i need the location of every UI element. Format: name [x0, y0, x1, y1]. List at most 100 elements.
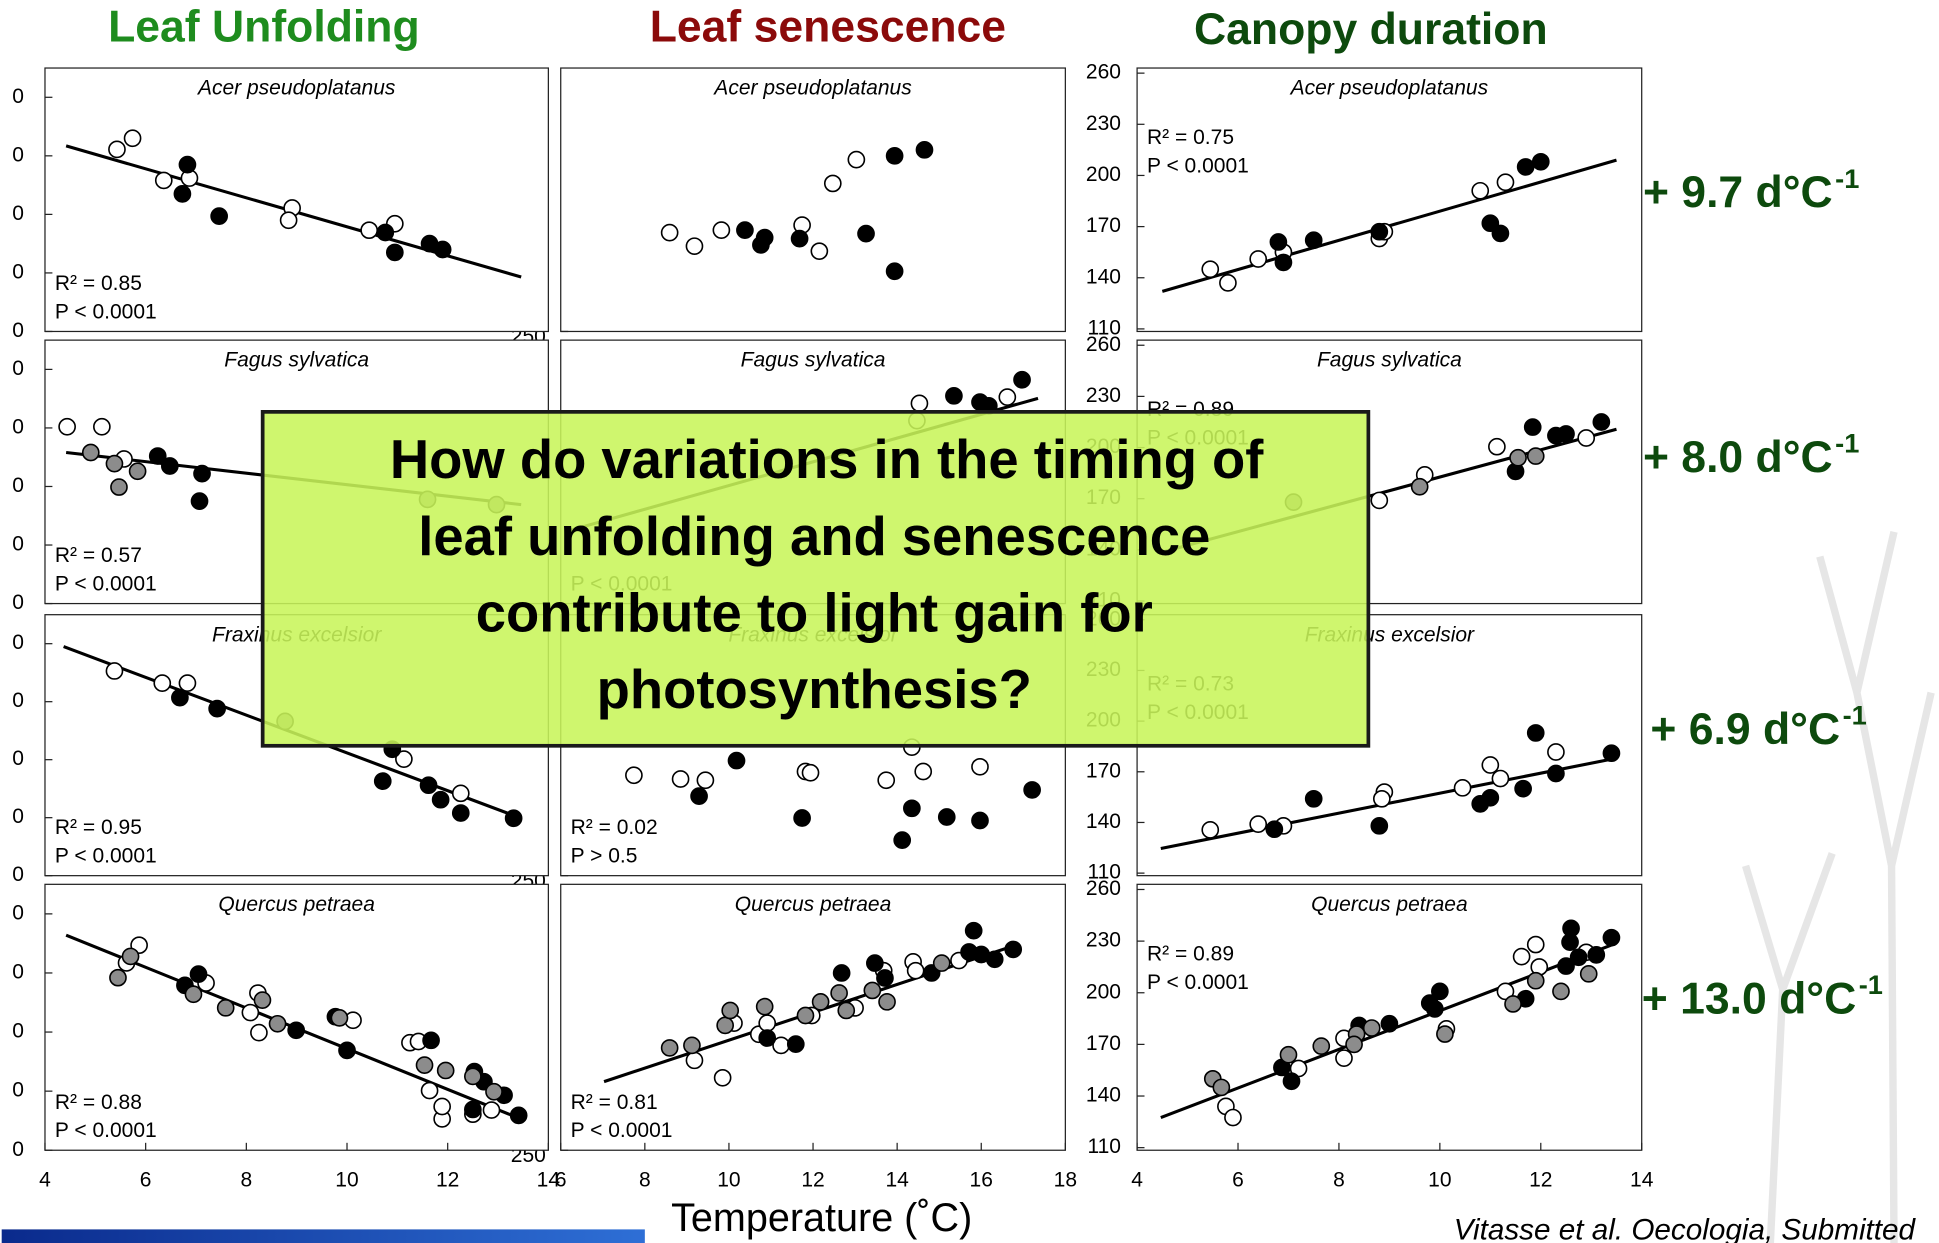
citation: Vitasse et al. Oecologia, Submitted — [1454, 1214, 1917, 1243]
x-tick-label: 14 — [537, 1169, 561, 1192]
data-point — [1526, 724, 1545, 742]
x-tick-label: 6 — [1232, 1169, 1244, 1192]
data-point — [790, 229, 809, 248]
stat-label: P < 0.0001 — [1147, 971, 1249, 994]
data-point — [885, 262, 904, 281]
data-point — [683, 1036, 701, 1055]
y-tick-label: 0 — [12, 533, 24, 556]
data-point — [758, 1014, 777, 1032]
data-point — [1523, 418, 1542, 436]
panel-title: Acer pseudoplatanus — [196, 77, 396, 100]
data-point — [1265, 820, 1284, 839]
data-point — [721, 1001, 740, 1020]
scatter-panel: Acer pseudoplatanus R² = 0.85 P < 0.0001 — [44, 67, 549, 333]
data-point — [1269, 233, 1288, 251]
data-point — [914, 762, 933, 781]
x-tick-label: 8 — [1333, 1169, 1345, 1192]
question-line: How do variations in the timing of — [390, 429, 1264, 490]
y-tick-label: 140 — [1086, 265, 1121, 288]
data-point — [451, 804, 470, 822]
y-tick-label: 0 — [12, 319, 24, 342]
data-point — [1471, 181, 1490, 200]
data-point — [832, 964, 851, 982]
x-tick-label: 14 — [1630, 1169, 1654, 1192]
data-point — [1249, 250, 1268, 268]
data-point — [1488, 437, 1506, 456]
rate-label: + 9.7 d°C — [1643, 168, 1833, 217]
data-point — [109, 968, 127, 987]
y-tick-label: 0 — [12, 143, 24, 166]
data-point — [121, 947, 140, 966]
y-tick-label: 0 — [12, 1020, 24, 1043]
x-axis-label: Temperature (˚C) — [671, 1196, 972, 1240]
rate-superscript: -1 — [1859, 969, 1883, 1000]
stat-label: P < 0.0001 — [55, 1119, 157, 1142]
x-tick-label: 10 — [717, 1169, 740, 1192]
y-tick-label: 0 — [12, 1079, 24, 1102]
data-point — [105, 454, 124, 473]
x-tick-label: 12 — [801, 1169, 824, 1192]
column-title: Canopy duration — [1194, 5, 1548, 54]
data-point — [830, 984, 848, 1002]
data-point — [716, 1016, 734, 1035]
x-tick-label: 6 — [555, 1169, 567, 1192]
y-tick-label: 260 — [1086, 61, 1121, 84]
data-point — [1201, 260, 1220, 279]
data-point — [1410, 477, 1429, 496]
data-point — [1504, 995, 1522, 1013]
data-point — [1531, 152, 1550, 171]
data-point — [1372, 789, 1391, 808]
data-point — [287, 1021, 306, 1040]
data-point — [713, 1068, 732, 1087]
data-point — [433, 240, 452, 259]
data-point — [123, 129, 142, 148]
rates: + 9.7 d°C -1+ 8.0 d°C -1+ 6.9 d°C -1+ 13.0 … — [1642, 163, 1883, 1024]
data-point — [903, 799, 921, 818]
x-tick-label: 18 — [1054, 1169, 1077, 1192]
data-point — [1516, 158, 1535, 176]
data-point — [866, 954, 884, 972]
question-line: photosynthesis? — [597, 659, 1032, 720]
stat-label: P < 0.0001 — [55, 300, 157, 323]
stat-label: P > 0.5 — [571, 845, 638, 868]
data-point — [1562, 919, 1580, 938]
data-point — [801, 763, 820, 782]
data-point — [210, 207, 228, 225]
data-point — [1481, 788, 1500, 807]
data-point — [837, 1001, 856, 1020]
data-point — [1569, 948, 1588, 967]
scatter-panel: Quercus petraea R² = 0.89 P < 0.0001 — [1136, 883, 1643, 1151]
data-point — [436, 1061, 455, 1080]
data-point — [971, 757, 989, 776]
y-tick-label: 110 — [1087, 1135, 1121, 1158]
tree-decor — [1742, 530, 1935, 1243]
data-point — [696, 771, 715, 790]
question-line: leaf unfolding and senescence — [418, 506, 1210, 567]
x-tick-label: 14 — [885, 1169, 909, 1192]
data-point — [752, 236, 770, 254]
y-tick-label: 0 — [12, 591, 24, 614]
y-tick-label: 0 — [12, 689, 24, 712]
data-point — [190, 492, 209, 510]
data-point — [1304, 789, 1323, 808]
y-tick-label: 0 — [12, 863, 24, 886]
panel-title: Quercus petraea — [735, 893, 892, 916]
data-point — [660, 223, 679, 242]
y-tick-label: 0 — [12, 747, 24, 770]
question-line: contribute to light gain for — [476, 583, 1153, 644]
panel-title: Fagus sylvatica — [741, 349, 886, 372]
data-point — [216, 998, 235, 1017]
data-point — [1224, 1108, 1242, 1127]
data-point — [1491, 769, 1510, 788]
x-tick-label: 16 — [970, 1169, 993, 1192]
question-box — [260, 410, 1371, 748]
x-tick-label: 4 — [39, 1169, 51, 1192]
data-point — [1526, 935, 1545, 954]
y-tick-label: 140 — [1086, 810, 1121, 833]
data-point — [906, 961, 925, 980]
x-tick-label: 10 — [335, 1169, 358, 1192]
y-tick-label: 260 — [1086, 333, 1121, 356]
data-point — [971, 811, 989, 830]
data-point — [464, 1067, 482, 1086]
data-point — [1212, 1078, 1231, 1097]
